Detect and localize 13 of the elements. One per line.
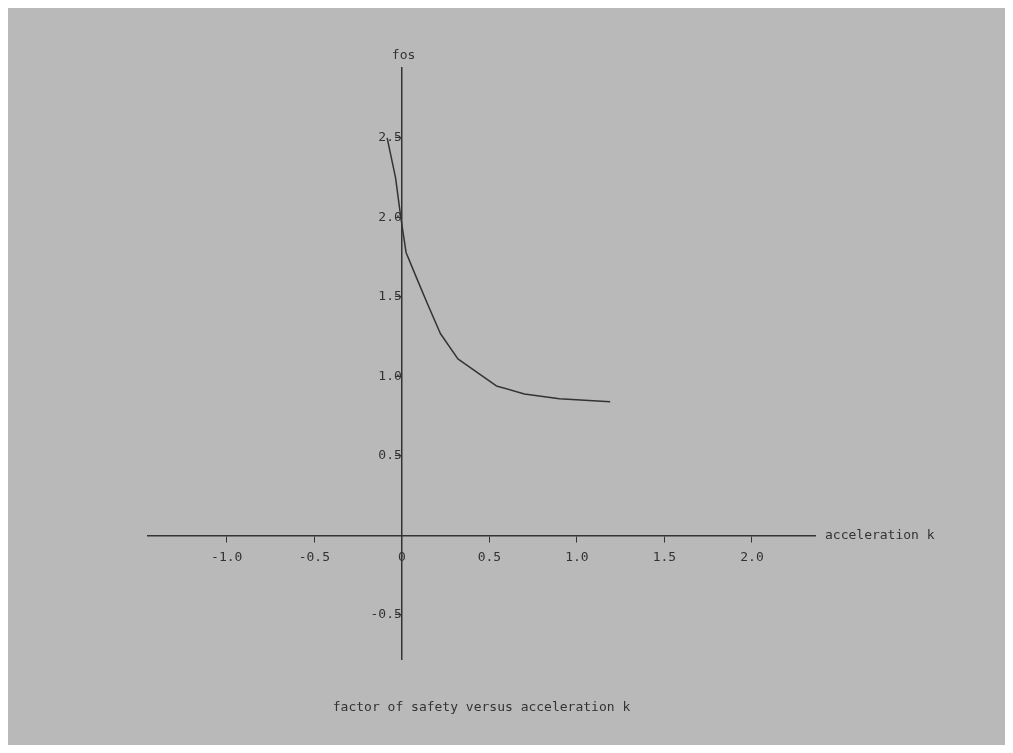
y-tick-label: 1.0	[378, 367, 402, 383]
y-axis-title: fos	[391, 46, 416, 62]
x-tick-label: 1.5	[652, 548, 677, 564]
x-axis-title: acceleration k	[825, 526, 935, 542]
y-tick-label: 0.5	[378, 447, 402, 463]
x-tick-label: -1.0	[211, 548, 243, 564]
y-tick-label: 2.5	[378, 129, 402, 145]
x-tick-label: 1.0	[565, 548, 589, 564]
x-tick-label: -0.5	[298, 548, 330, 564]
x-tick-label: 2.0	[740, 548, 764, 564]
x-tick-label: 0.5	[477, 548, 502, 564]
text: factor of safety versus acceleration k	[332, 698, 631, 714]
y-tick-label: -0.5	[370, 606, 402, 622]
